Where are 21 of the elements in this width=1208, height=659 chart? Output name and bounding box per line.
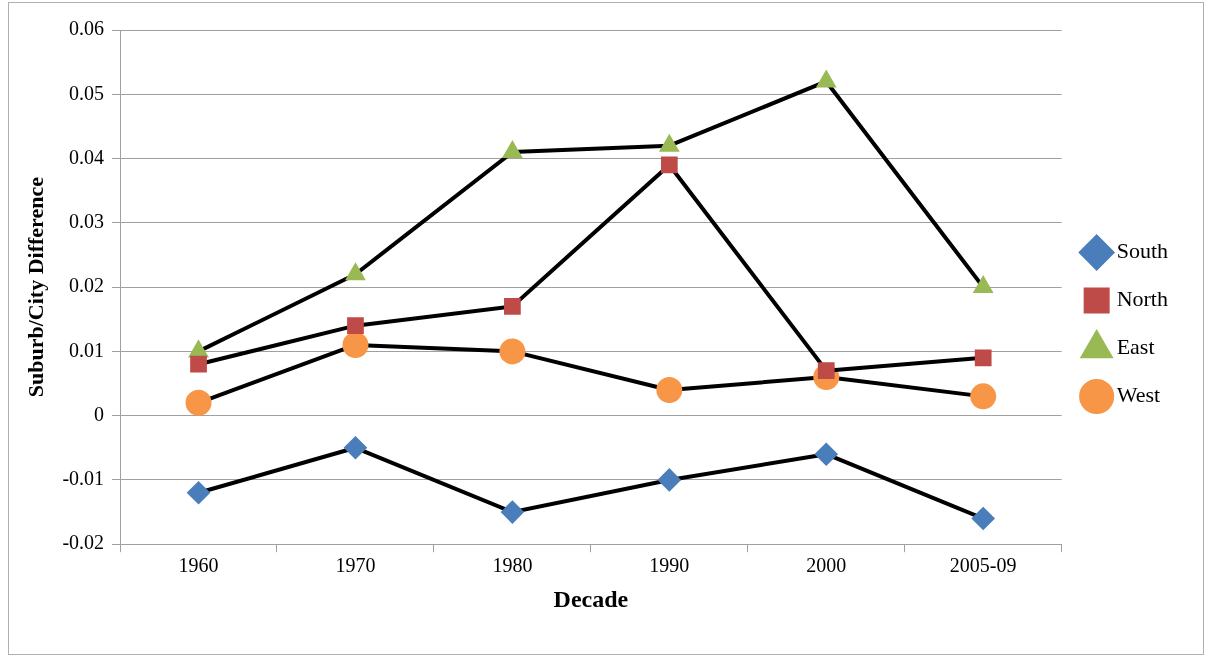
- y-tick-label: 0.06: [69, 17, 105, 40]
- y-tick-label: 0: [94, 402, 105, 425]
- x-tick-label: 1960: [178, 554, 219, 577]
- legend-label: East: [1116, 334, 1155, 360]
- y-tick-label: 0.04: [69, 145, 105, 168]
- y-tick-label: 0.01: [69, 338, 105, 361]
- x-tick-label: 1990: [649, 554, 690, 577]
- y-tick-label: -0.02: [62, 531, 105, 554]
- legend-label: West: [1116, 382, 1161, 408]
- x-tick-label: 2005-09: [949, 554, 1017, 577]
- legend-label: South: [1116, 238, 1169, 264]
- x-axis-title: Decade: [553, 585, 629, 612]
- x-tick-label: 1970: [335, 554, 376, 577]
- x-tick-label: 2000: [806, 554, 847, 577]
- y-tick-label: 0.05: [69, 81, 105, 104]
- y-tick-label: 0.02: [69, 274, 105, 297]
- y-tick-label: -0.01: [62, 467, 105, 490]
- legend-label: North: [1116, 286, 1168, 312]
- y-tick-label: 0.03: [69, 210, 105, 233]
- y-axis-title: Suburb/City Difference: [22, 176, 48, 398]
- x-tick-label: 1980: [492, 554, 533, 577]
